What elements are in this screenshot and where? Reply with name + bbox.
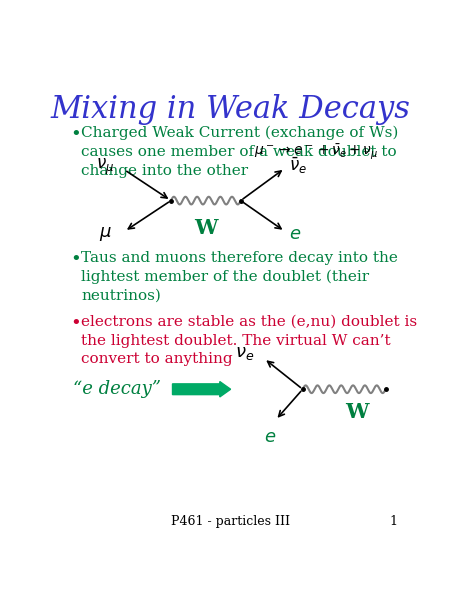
Text: $e$: $e$: [264, 428, 276, 446]
FancyArrow shape: [172, 382, 230, 397]
Text: W: W: [194, 218, 218, 238]
Text: Mixing in Weak Decays: Mixing in Weak Decays: [51, 94, 410, 125]
Text: electrons are stable as the (e,nu) doublet is
the lightest doublet. The virtual : electrons are stable as the (e,nu) doubl…: [81, 314, 417, 367]
Text: $\mu$: $\mu$: [99, 224, 112, 242]
Text: Taus and muons therefore decay into the
lightest member of the doublet (their
ne: Taus and muons therefore decay into the …: [81, 251, 398, 303]
Text: $\mu^- \rightarrow e^- + \bar{\nu}_e + \nu_\mu$: $\mu^- \rightarrow e^- + \bar{\nu}_e + \…: [254, 143, 378, 162]
Text: $\bar{\nu}_e$: $\bar{\nu}_e$: [289, 156, 307, 176]
Text: •: •: [70, 251, 81, 269]
Text: “e decay”: “e decay”: [73, 380, 161, 398]
Text: W: W: [345, 401, 369, 422]
Text: Charged Weak Current (exchange of Ws)
causes one member of a weak doublet to
cha: Charged Weak Current (exchange of Ws) ca…: [81, 126, 398, 178]
Text: •: •: [70, 314, 81, 332]
Text: $e$: $e$: [289, 224, 301, 242]
Text: $\nu_\mu$: $\nu_\mu$: [96, 157, 114, 177]
Text: •: •: [70, 126, 81, 144]
Text: $\nu_e$: $\nu_e$: [234, 344, 254, 362]
Text: P461 - particles III: P461 - particles III: [171, 515, 290, 528]
Text: 1: 1: [389, 515, 397, 528]
